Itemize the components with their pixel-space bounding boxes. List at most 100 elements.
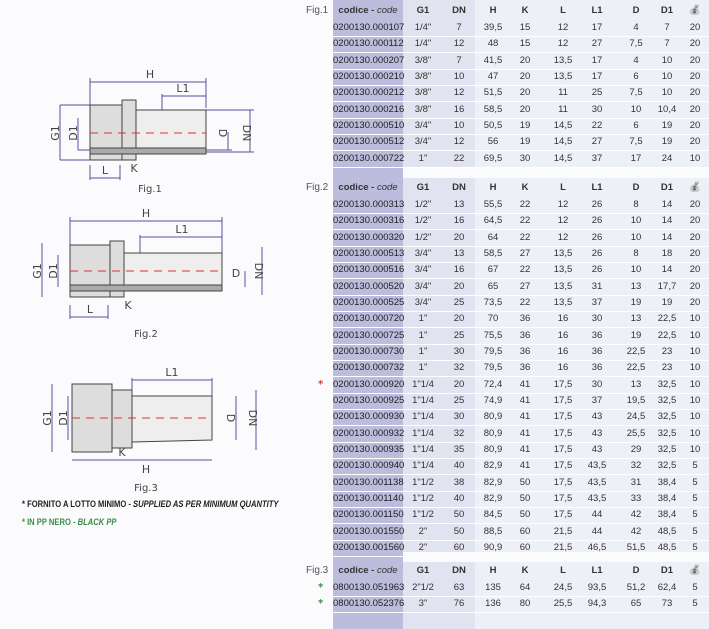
table-row[interactable]: 0200130.001550 2" 50 88,5 60 21,5 44 42 48,5 5 (333, 524, 709, 541)
table-row[interactable]: 0200130.000212 3/8" 12 51,5 20 11 25 7,5 10 20 (333, 85, 709, 103)
cell-dn: 50 (453, 525, 465, 537)
column-header: L (560, 5, 566, 16)
cell-l1: 26 (591, 215, 603, 227)
table-row[interactable]: 0200130.000216 3/8" 16 58,5 20 11 30 10 10,4 20 (333, 102, 709, 119)
column-header: L1 (591, 5, 603, 16)
table-row[interactable]: 0800130.051963 2"1/2 63 135 64 24,5 93,5 51,2 62… (333, 580, 709, 597)
table-row[interactable]: 0200130.000722 1" 22 69,5 30 14,5 37 17 24 10 (333, 151, 709, 168)
table-row[interactable]: 0200130.000313 1/2" 13 55,5 22 12 26 8 14 20 (333, 197, 709, 214)
table-row[interactable]: 0200130.000720 1" 20 70 36 16 30 13 22,5 10 (333, 311, 709, 329)
column-header: L1 (591, 565, 603, 576)
cell-bagicon: 5 (692, 541, 698, 553)
label-G1: G1 (31, 263, 44, 279)
table-row[interactable]: 0200130.000107 1/4" 7 39,5 15 12 17 4 7 20 (333, 20, 709, 37)
cell-d1: 19 (661, 296, 673, 308)
table-row[interactable]: 0200130.000512 3/4" 12 56 19 14,5 27 7,5 19 20 (333, 134, 709, 152)
table-row[interactable]: 0200130.000207 3/8" 7 41,5 20 13,5 17 4 10 20 (333, 53, 709, 70)
cell-d1: 14 (661, 231, 673, 243)
column-header: D1 (660, 565, 674, 576)
note-minimum-quantity: * FORNITO A LOTTO MINIMO - SUPPLIED AS P… (22, 499, 279, 510)
product-code: 0200130.000935 (333, 443, 405, 455)
table-row[interactable]: 0200130.001138 1"1/2 38 82,9 50 17,5 43,5 31 38,… (333, 475, 709, 492)
cell-k: 60 (519, 541, 531, 553)
cell-d1: 32,5 (657, 378, 677, 390)
table-row[interactable]: 0200130.001560 2" 60 90,9 60 21,5 46,5 51,5 48,5… (333, 540, 709, 557)
product-code: 0200130.000940 (333, 460, 405, 472)
cell-dn: 30 (453, 411, 465, 423)
cell-d: 42 (630, 525, 642, 537)
table-row[interactable]: 0200130.000516 3/4" 16 67 22 13,5 26 10 14 20 (333, 262, 709, 280)
table-header: codice - code G1 DN H K L L1 D D1 💰 (333, 3, 709, 19)
table-row[interactable]: 0200130.000316 1/2" 16 64,5 22 12 26 10 14 20 (333, 213, 709, 231)
cell-d: 13 (630, 378, 642, 390)
product-code: 0200130.001140 (333, 492, 404, 504)
table-row[interactable]: 0200130.000935 1"1/4 35 80,9 41 17,5 43 29 32,5 1… (333, 442, 709, 459)
cell-l: 17,5 (553, 492, 573, 504)
cell-g1: 2"1/2 (412, 582, 434, 593)
cell-k: 50 (519, 476, 531, 488)
table-row[interactable]: 0200130.000930 1"1/4 30 80,9 41 17,5 43 24,5 32,… (333, 409, 709, 427)
table-row[interactable]: 0200130.000732 1" 32 79,5 36 16 36 22,5 23 10 (333, 360, 709, 378)
cell-bagicon: 10 (689, 362, 701, 374)
column-header: D1 (660, 5, 674, 16)
column-header: G1 (416, 182, 430, 193)
cell-bagicon: 10 (689, 313, 701, 325)
cell-d1: 19 (661, 136, 673, 148)
cell-bagicon: 20 (689, 231, 701, 243)
column-header: codice - code (338, 182, 398, 193)
fig2-drawing: H L1 G1 D1 D DN L K Fig.2 (31, 207, 265, 340)
cell-bagicon: 10 (689, 378, 701, 390)
cell-g1: 3/4" (414, 296, 432, 308)
product-code: 0200130.000216 (333, 103, 405, 115)
column-header: DN (452, 182, 466, 193)
table-row[interactable]: 0200130.000112 1/4" 12 48 15 12 27 7,5 7 20 (333, 36, 709, 54)
cell-k: 22 (519, 215, 531, 227)
cell-k: 60 (519, 525, 531, 537)
star-icon: * (22, 517, 25, 528)
table-row[interactable]: 0200130.001150 1"1/2 50 84,5 50 17,5 44 42 38,4 5 (333, 507, 709, 525)
label-D1: D1 (47, 263, 60, 278)
table-row[interactable]: 0200130.000725 1" 25 75,5 36 16 36 19 22,5 10 (333, 328, 709, 345)
column-header: D (632, 5, 640, 16)
cell-d: 51,2 (626, 582, 646, 593)
cell-l1: 17 (591, 54, 603, 66)
cell-dn: 35 (453, 443, 465, 455)
cell-l1: 22 (591, 119, 603, 131)
cell-l: 16 (557, 362, 569, 374)
cell-l: 13,5 (553, 296, 573, 308)
star-icon: * (318, 378, 324, 390)
cell-l1: 37 (591, 152, 603, 164)
cell-g1: 1" (418, 345, 428, 357)
product-code: 0200130.000725 (333, 329, 405, 341)
cell-l: 17,5 (553, 427, 573, 439)
bag-icon: 💰 (688, 565, 702, 576)
table-row[interactable]: 0200130.001140 1"1/2 40 82,9 50 17,5 43,5 33 38,… (333, 491, 709, 508)
table-row[interactable]: 0200130.000730 1" 30 79,5 36 16 36 22,5 23 10 (333, 344, 709, 361)
cell-k: 30 (519, 152, 531, 164)
column-header: L1 (591, 182, 603, 193)
table-row[interactable]: 0200130.000510 3/4" 10 50,5 19 14,5 22 6 19 20 (333, 118, 709, 135)
table-row[interactable]: 0200130.000940 1"1/4 40 82,9 41 17,5 43,5 32 32,… (333, 458, 709, 476)
table-row[interactable]: 0200130.000513 3/4" 13 58,5 27 13,5 26 8 18 20 (333, 246, 709, 263)
cell-d1: 24 (661, 152, 673, 164)
cell-l1: 46,5 (587, 541, 607, 553)
cell-k: 15 (519, 38, 531, 50)
table-row[interactable]: 0200130.000932 1"1/4 32 80,9 41 17,5 43 25,5 32,… (333, 426, 709, 443)
column-header: G1 (416, 565, 430, 576)
table-row[interactable]: 0200130.000320 1/2" 20 64 22 12 26 10 14 20 (333, 230, 709, 247)
star-icon: * (318, 598, 324, 610)
cell-bagicon: 10 (689, 411, 701, 423)
table-row[interactable]: 0200130.000210 3/8" 10 47 20 13,5 17 6 10 20 (333, 69, 709, 86)
cell-d: 4 (633, 54, 639, 66)
cell-bagicon: 5 (692, 460, 698, 472)
table-row[interactable]: 0200130.000520 3/4" 20 65 27 13,5 31 13 17,7 20 (333, 279, 709, 296)
table-row[interactable]: 0800130.052376 3" 76 136 80 25,5 94,3 65 73 5 (333, 596, 709, 614)
table-row[interactable]: 0200130.000920 1"1/4 20 72,4 41 17,5 30 13 32,5 1… (333, 377, 709, 394)
cell-g1: 1/2" (414, 215, 432, 227)
cell-k: 64 (519, 582, 531, 593)
cell-k: 27 (519, 247, 531, 259)
cell-h: 80,9 (483, 443, 503, 455)
column-header: codice - code (338, 5, 398, 16)
table-row[interactable]: 0200130.000925 1"1/4 25 74,9 41 17,5 37 19,5 32,… (333, 393, 709, 410)
table-row[interactable]: 0200130.000525 3/4" 25 73,5 22 13,5 37 19 19 20 (333, 295, 709, 312)
